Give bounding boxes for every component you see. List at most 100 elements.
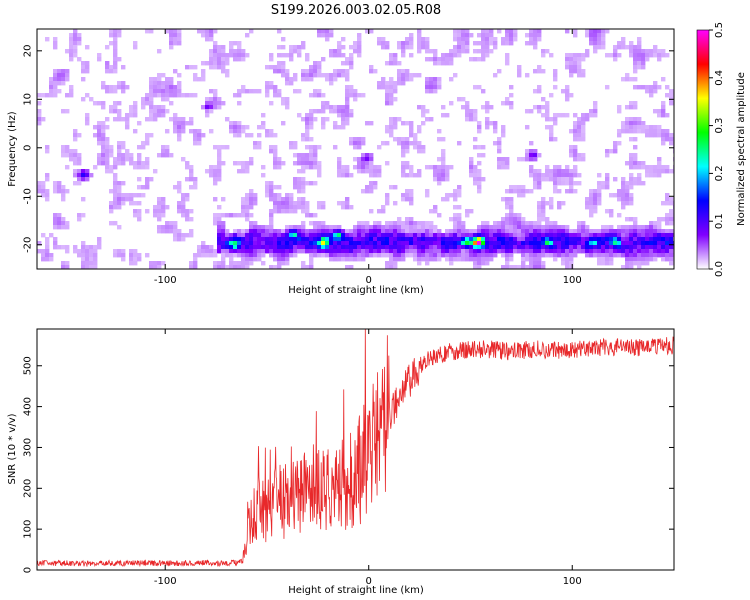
- spectrogram-cell: [137, 213, 142, 218]
- spectrogram-cell: [329, 245, 334, 250]
- spectrogram-cell: [525, 265, 530, 269]
- spectrogram-cell: [233, 241, 238, 246]
- spectrogram-cell: [509, 233, 514, 238]
- spectrogram-cell: [577, 237, 582, 242]
- spectrogram-cell: [561, 257, 566, 262]
- spectrogram-cell: [461, 245, 466, 250]
- spectrogram-cell: [605, 185, 610, 190]
- spectrogram-cell: [217, 157, 222, 162]
- spectrogram-cell: [653, 49, 658, 54]
- spectrogram-cell: [37, 109, 42, 114]
- spectrogram-cell: [133, 213, 138, 218]
- spectrogram-cell: [165, 77, 170, 82]
- spectrogram-cell: [497, 221, 502, 226]
- spectrogram-cell: [365, 121, 370, 126]
- spectrogram-cell: [581, 237, 586, 242]
- spectrogram-cell: [285, 205, 290, 210]
- spectrogram-cell: [541, 213, 546, 218]
- spectrogram-cell: [581, 229, 586, 234]
- spectrogram-cell: [393, 125, 398, 130]
- spectrogram-cell: [621, 185, 626, 190]
- spectrogram-cell: [665, 237, 670, 242]
- spectrogram-cell: [229, 249, 234, 254]
- spectrogram-cell: [473, 265, 478, 269]
- spectrogram-cell: [589, 233, 594, 238]
- spectrogram-cell: [657, 125, 662, 130]
- spectrogram-cell: [537, 185, 542, 190]
- spectrogram-cell: [45, 245, 50, 250]
- spectrogram-cell: [289, 249, 294, 254]
- spectrogram-cell: [357, 225, 362, 230]
- spectrogram-cell: [669, 257, 674, 262]
- spectrogram-cell: [449, 49, 454, 54]
- spectrogram-cell: [237, 249, 242, 254]
- spectrogram-cell: [357, 37, 362, 42]
- spectrogram-cell: [641, 257, 646, 262]
- spectrogram-cell: [609, 149, 614, 154]
- spectrogram-cell: [449, 229, 454, 234]
- spectrogram-cell: [505, 205, 510, 210]
- spectrogram-cell: [397, 229, 402, 234]
- spectrogram-cell: [377, 229, 382, 234]
- spectrogram-cell: [309, 109, 314, 114]
- spectrogram-cell: [61, 149, 66, 154]
- spectrogram-cell: [621, 245, 626, 250]
- spectrogram-cell: [73, 29, 78, 34]
- spectrogram-cell: [581, 121, 586, 126]
- spectrogram-cell: [205, 37, 210, 42]
- spectrogram-cell: [513, 29, 518, 34]
- spectrogram-cell: [317, 65, 322, 70]
- spectrogram-cell: [241, 53, 246, 58]
- spectrogram-cell: [569, 181, 574, 186]
- spectrogram-cell: [497, 29, 502, 34]
- spectrogram-cell: [481, 105, 486, 110]
- spectrogram-cell: [625, 77, 630, 82]
- spectrogram-cell: [489, 37, 494, 42]
- spectrogram-cell: [661, 257, 666, 262]
- spectrogram-cell: [225, 237, 230, 242]
- spectrogram-cell: [157, 113, 162, 118]
- spectrogram-cell: [545, 201, 550, 206]
- spectrogram-cell: [93, 165, 98, 170]
- spectrogram-cell: [93, 133, 98, 138]
- spectrogram-cell: [425, 37, 430, 42]
- spectrogram-cell: [285, 229, 290, 234]
- spectrogram-cell: [345, 165, 350, 170]
- spectrogram-cell: [45, 177, 50, 182]
- spectrogram-cell: [533, 29, 538, 34]
- spectrogram-cell: [573, 145, 578, 150]
- spectrogram-cell: [361, 137, 366, 142]
- spectrogram-cell: [241, 213, 246, 218]
- colorbar-tick-label: 0.2: [714, 165, 725, 181]
- spectrogram-cell: [509, 217, 514, 222]
- spectrogram-cell: [73, 173, 78, 178]
- spectrogram-cell: [641, 125, 646, 130]
- spectrogram-cell: [621, 201, 626, 206]
- spectrogram-cell: [85, 173, 90, 178]
- spectrogram-cell: [385, 253, 390, 258]
- spectrogram-cell: [157, 49, 162, 54]
- spectrogram-cell: [289, 193, 294, 198]
- spectrogram-cell: [657, 253, 662, 258]
- spectrogram-cell: [153, 261, 158, 266]
- spectrogram-cell: [301, 153, 306, 158]
- spectrogram-cell: [533, 169, 538, 174]
- spectrogram-cell: [577, 173, 582, 178]
- spectrogram-cell: [249, 253, 254, 258]
- spectrogram-cell: [117, 185, 122, 190]
- spectrogram-cell: [293, 77, 298, 82]
- spectrogram-cell: [561, 113, 566, 118]
- spectrogram-cell: [401, 161, 406, 166]
- spectrogram-cell: [569, 169, 574, 174]
- spectrogram-cell: [585, 229, 590, 234]
- spectrogram-cell: [237, 93, 242, 98]
- spectrogram-cell: [553, 117, 558, 122]
- spectrogram-cell: [309, 113, 314, 118]
- spectrogram-cell: [653, 133, 658, 138]
- spectrogram-cell: [601, 257, 606, 262]
- spectrogram-cell: [101, 153, 106, 158]
- spectrogram-cell: [353, 157, 358, 162]
- spectrogram-cell: [221, 237, 226, 242]
- spectrogram-cell: [489, 49, 494, 54]
- spectrogram-cell: [285, 101, 290, 106]
